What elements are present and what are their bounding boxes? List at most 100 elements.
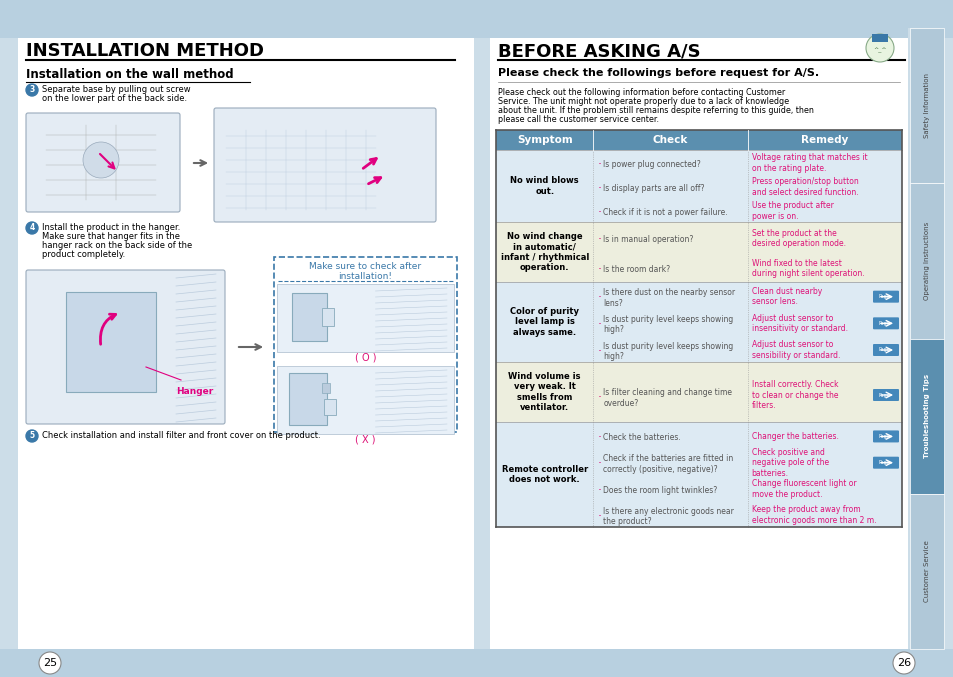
- Text: Check the batteries.: Check the batteries.: [603, 433, 680, 442]
- Text: ^_^: ^_^: [872, 47, 886, 53]
- Text: Remedy: Remedy: [801, 135, 847, 145]
- Text: No wind blows
out.: No wind blows out.: [510, 176, 578, 196]
- Text: Does the room light twinkles?: Does the room light twinkles?: [603, 486, 717, 495]
- Bar: [324, 399, 335, 415]
- Text: Wind fixed to the latest
during night silent operation.: Wind fixed to the latest during night si…: [751, 259, 863, 278]
- Text: Is there any electronic goods near
the product?: Is there any electronic goods near the p…: [603, 507, 734, 526]
- FancyBboxPatch shape: [872, 457, 898, 468]
- FancyBboxPatch shape: [872, 290, 898, 303]
- Text: Is dust purity level keeps showing
high?: Is dust purity level keeps showing high?: [603, 342, 733, 361]
- Text: Symptom: Symptom: [517, 135, 572, 145]
- Bar: [322, 383, 330, 393]
- FancyBboxPatch shape: [274, 257, 456, 432]
- FancyBboxPatch shape: [26, 270, 225, 424]
- Text: Set the product at the
desired operation mode.: Set the product at the desired operation…: [751, 229, 844, 248]
- Text: ·: ·: [597, 292, 600, 305]
- Bar: [66, 292, 156, 392]
- Text: Customer Service: Customer Service: [923, 540, 929, 603]
- FancyBboxPatch shape: [872, 344, 898, 356]
- Text: Wind volume is
very weak. It
smells from
ventilator.: Wind volume is very weak. It smells from…: [508, 372, 580, 412]
- Text: ·: ·: [597, 158, 600, 171]
- FancyBboxPatch shape: [213, 108, 436, 222]
- Text: Page: Page: [877, 460, 889, 465]
- FancyBboxPatch shape: [276, 366, 454, 434]
- Text: ( O ): ( O ): [355, 353, 375, 363]
- Circle shape: [39, 652, 61, 674]
- Circle shape: [26, 430, 38, 442]
- Text: Voltage rating that matches it
on the rating plate.: Voltage rating that matches it on the ra…: [751, 154, 866, 173]
- Text: Is there dust on the nearby sensor
lens?: Is there dust on the nearby sensor lens?: [603, 288, 735, 308]
- Bar: [496, 422, 901, 527]
- Text: Page: Page: [877, 321, 889, 326]
- Text: ·: ·: [597, 510, 600, 523]
- Text: Press operation/stop button
and select desired function.: Press operation/stop button and select d…: [751, 177, 858, 197]
- Bar: [496, 150, 901, 222]
- Text: INSTALLATION METHOD: INSTALLATION METHOD: [26, 42, 264, 60]
- Text: Check if it is not a power failure.: Check if it is not a power failure.: [603, 208, 727, 217]
- Text: Check positive and
negative pole of the
batteries.: Check positive and negative pole of the …: [751, 447, 828, 477]
- Text: Use the product after
power is on.: Use the product after power is on.: [751, 202, 833, 221]
- Text: Page: Page: [877, 347, 889, 353]
- Text: ·: ·: [597, 431, 600, 444]
- Text: please call the customer service center.: please call the customer service center.: [497, 115, 659, 124]
- Bar: [490, 38, 907, 649]
- Bar: [909, 183, 943, 338]
- Text: Page: Page: [877, 294, 889, 299]
- Text: Please check out the following information before contacting Customer: Please check out the following informati…: [497, 88, 784, 97]
- Text: Check if the batteries are fitted in
correctly (positive, negative)?: Check if the batteries are fitted in cor…: [603, 454, 733, 474]
- Text: Safety Information: Safety Information: [923, 73, 929, 138]
- Text: Is in manual operation?: Is in manual operation?: [603, 236, 693, 244]
- Bar: [0, 649, 953, 677]
- FancyBboxPatch shape: [871, 34, 887, 42]
- Text: Is the room dark?: Is the room dark?: [603, 265, 670, 274]
- Text: product completely.: product completely.: [42, 250, 125, 259]
- Text: Install correctly. Check
to clean or change the
filters.: Install correctly. Check to clean or cha…: [751, 380, 838, 410]
- Text: ·: ·: [597, 206, 600, 219]
- FancyBboxPatch shape: [872, 389, 898, 401]
- Text: Make sure that hanger fits in the: Make sure that hanger fits in the: [42, 232, 180, 241]
- Bar: [496, 222, 901, 282]
- FancyBboxPatch shape: [276, 284, 454, 352]
- Text: No wind change
in automatic/
infant / rhythmical
operation.: No wind change in automatic/ infant / rh…: [500, 232, 588, 272]
- Text: Is dust purity level keeps showing
high?: Is dust purity level keeps showing high?: [603, 315, 733, 334]
- Text: ·: ·: [597, 345, 600, 358]
- Text: Check installation and install filter and front cover on the product.: Check installation and install filter an…: [42, 431, 320, 440]
- Text: hanger rack on the back side of the: hanger rack on the back side of the: [42, 241, 193, 250]
- Text: Service. The unit might not operate properly due to a lack of knowledge: Service. The unit might not operate prop…: [497, 97, 788, 106]
- Circle shape: [26, 222, 38, 234]
- Bar: [909, 338, 943, 494]
- Text: ·: ·: [597, 318, 600, 331]
- Bar: [909, 28, 943, 183]
- Bar: [0, 0, 953, 38]
- Text: Check: Check: [652, 135, 687, 145]
- Text: Page: Page: [877, 393, 889, 397]
- Text: Is display parts are all off?: Is display parts are all off?: [603, 184, 704, 193]
- Text: ( X ): ( X ): [355, 435, 375, 445]
- Bar: [292, 293, 327, 341]
- Text: ·: ·: [597, 484, 600, 497]
- Text: Changer the batteries.: Changer the batteries.: [751, 432, 838, 441]
- Bar: [496, 362, 901, 422]
- Circle shape: [892, 652, 914, 674]
- Text: Troubleshooting Tips: Troubleshooting Tips: [923, 374, 929, 458]
- FancyBboxPatch shape: [26, 113, 180, 212]
- Text: 4: 4: [30, 223, 34, 232]
- Text: 5: 5: [30, 431, 34, 441]
- Bar: [18, 38, 474, 649]
- Text: ·: ·: [597, 391, 600, 404]
- Text: Install the product in the hanger.: Install the product in the hanger.: [42, 223, 180, 232]
- Text: Adjust dust sensor to
insensitivity or standard.: Adjust dust sensor to insensitivity or s…: [751, 313, 847, 333]
- Text: Installation on the wall method: Installation on the wall method: [26, 68, 233, 81]
- Text: Please check the followings before request for A/S.: Please check the followings before reque…: [497, 68, 819, 78]
- Text: Adjust dust sensor to
sensibility or standard.: Adjust dust sensor to sensibility or sta…: [751, 341, 840, 359]
- Text: on the lower part of the back side.: on the lower part of the back side.: [42, 94, 187, 103]
- Text: Change fluorescent light or
move the product.: Change fluorescent light or move the pro…: [751, 479, 856, 499]
- FancyBboxPatch shape: [872, 431, 898, 443]
- Circle shape: [865, 34, 893, 62]
- Text: 26: 26: [896, 658, 910, 668]
- Text: ·: ·: [597, 263, 600, 276]
- Text: ·: ·: [597, 458, 600, 471]
- FancyBboxPatch shape: [872, 318, 898, 329]
- Text: about the unit. If the problem still remains despite referring to this guide, th: about the unit. If the problem still rem…: [497, 106, 813, 115]
- Text: Page: Page: [877, 434, 889, 439]
